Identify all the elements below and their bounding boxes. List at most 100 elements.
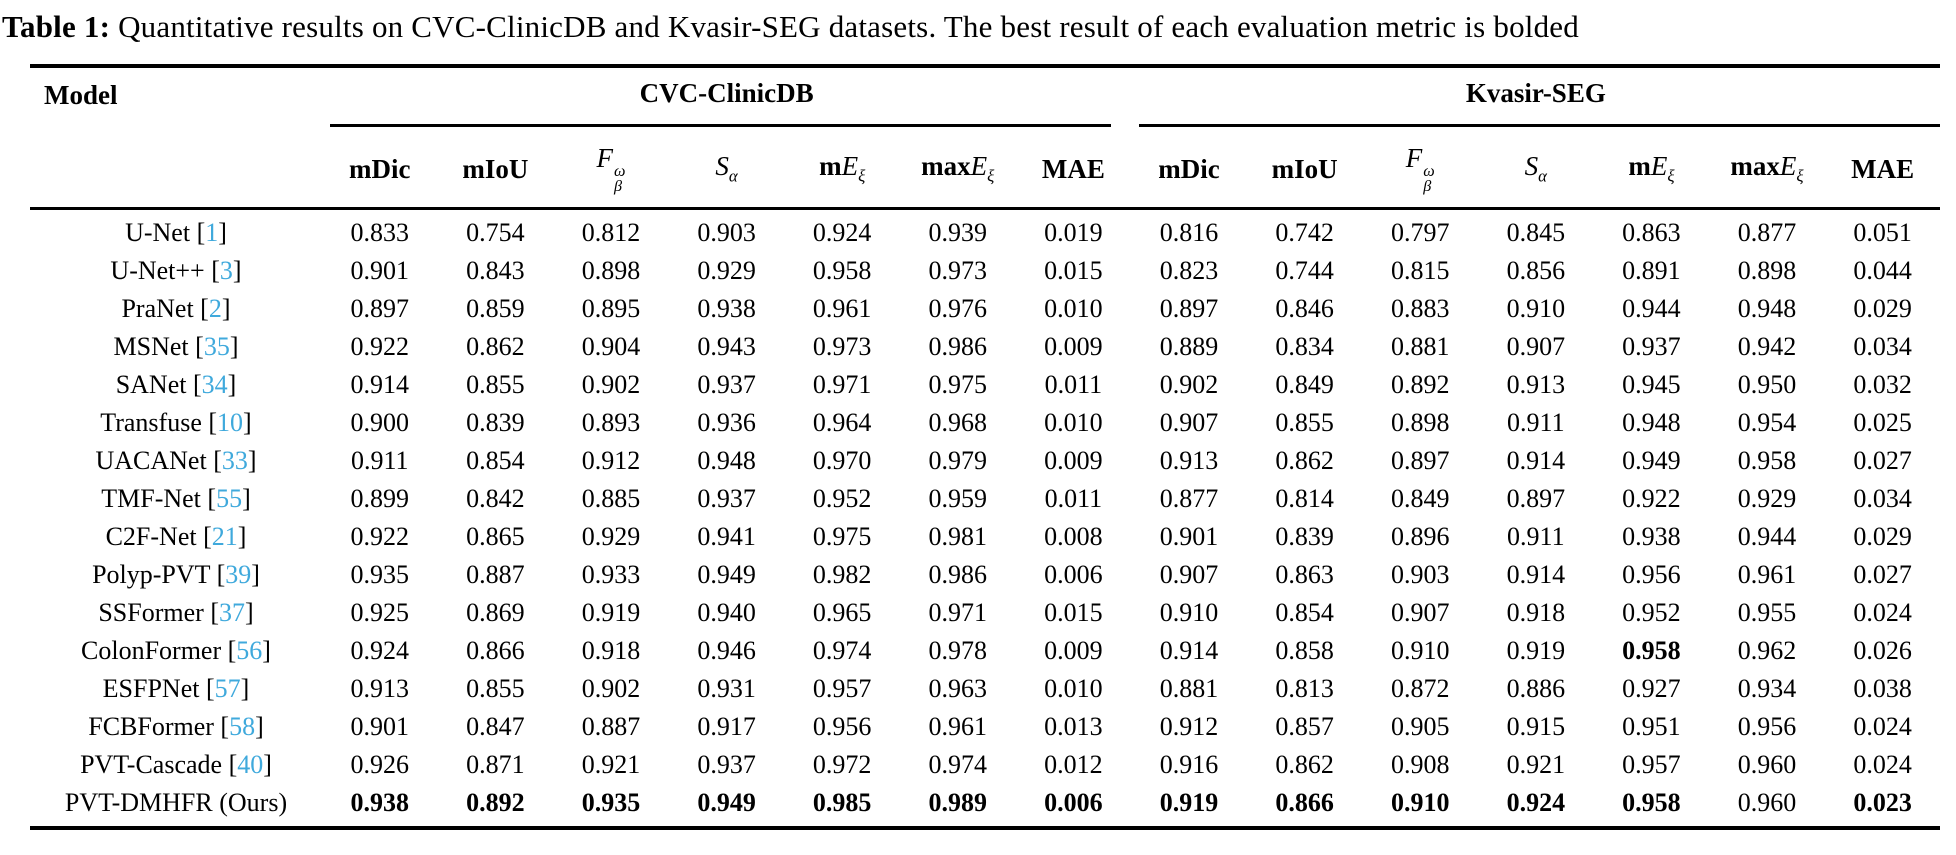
metric-cell: 0.009 xyxy=(1044,331,1103,361)
citation-ref[interactable]: 1 xyxy=(205,217,219,247)
metric-cell: 0.010 xyxy=(1044,407,1103,437)
metric-cell: 0.812 xyxy=(581,217,641,247)
metric-cell: 0.914 xyxy=(350,369,410,399)
metric-cell: 0.972 xyxy=(812,749,872,779)
metric-cell: 0.973 xyxy=(812,331,872,361)
metric-cell: 0.051 xyxy=(1853,217,1912,247)
metric-header-mae: MAE xyxy=(1824,127,1941,210)
metric-cell: 0.950 xyxy=(1737,369,1797,399)
metric-cell: 0.922 xyxy=(350,521,410,551)
metric-cell: 0.948 xyxy=(697,445,756,475)
metric-cell: 0.921 xyxy=(1506,749,1566,779)
metric-cell: 0.902 xyxy=(581,673,641,703)
metric-cell: 0.754 xyxy=(466,217,525,247)
metric-cell: 0.935 xyxy=(581,787,641,817)
metric-cell: 0.957 xyxy=(1622,749,1681,779)
metric-cell: 0.901 xyxy=(1159,521,1219,551)
metric-cell: 0.866 xyxy=(466,635,525,665)
citation-ref[interactable]: 2 xyxy=(208,293,222,323)
metric-cell: 0.897 xyxy=(1390,445,1450,475)
citation-ref[interactable]: 37 xyxy=(218,597,245,627)
metric-cell: 0.034 xyxy=(1853,331,1912,361)
metric-cell: 0.854 xyxy=(466,445,525,475)
header-group-row: Model CVC-ClinicDB Kvasir-SEG xyxy=(30,66,1941,210)
model-cell: ColonFormer [56] xyxy=(81,635,271,665)
metric-cell: 0.946 xyxy=(697,635,756,665)
citation-ref[interactable]: 40 xyxy=(237,749,264,779)
model-cell: PraNet [2] xyxy=(121,293,231,323)
metric-cell: 0.948 xyxy=(1622,407,1681,437)
metric-cell: 0.919 xyxy=(581,597,641,627)
table-row: FCBFormer [58] 0.901 0.847 0.887 0.917 0.956 0… xyxy=(30,708,1940,746)
metric-cell: 0.938 xyxy=(697,293,756,323)
model-name: Transfuse xyxy=(100,407,202,437)
table-row: SANet [34] 0.914 0.855 0.902 0.937 0.971 0.975… xyxy=(30,366,1940,404)
metric-cell: 0.918 xyxy=(1506,597,1566,627)
citation-ref[interactable]: 55 xyxy=(216,483,243,513)
metric-cell: 0.961 xyxy=(812,293,872,323)
citation-ref[interactable]: 10 xyxy=(217,407,244,437)
metric-header-miou: mIoU xyxy=(437,127,554,210)
metric-cell: 0.989 xyxy=(928,787,988,817)
caption-label: Table 1: xyxy=(2,9,111,44)
metric-cell: 0.970 xyxy=(812,445,872,475)
citation-ref[interactable]: 39 xyxy=(225,559,252,589)
metric-cell: 0.914 xyxy=(1506,559,1566,589)
metric-cell: 0.872 xyxy=(1390,673,1450,703)
metric-cell: 0.912 xyxy=(1159,711,1219,741)
metric-cell: 0.924 xyxy=(812,217,872,247)
metric-cell: 0.936 xyxy=(697,407,756,437)
model-cell: TMF-Net [55] xyxy=(101,483,251,513)
metric-cell: 0.847 xyxy=(466,711,525,741)
metric-cell: 0.815 xyxy=(1390,255,1450,285)
metric-cell: 0.856 xyxy=(1506,255,1566,285)
metric-header-maxe: maxEξ xyxy=(1709,127,1825,210)
metric-cell: 0.937 xyxy=(1622,331,1681,361)
citation-ref[interactable]: 34 xyxy=(201,369,228,399)
citation-ref[interactable]: 33 xyxy=(221,445,248,475)
citation-ref[interactable]: 35 xyxy=(203,331,230,361)
citation-ref[interactable]: 3 xyxy=(219,255,233,285)
table-row: TMF-Net [55] 0.899 0.842 0.885 0.937 0.952 0.9… xyxy=(30,480,1940,518)
metric-cell: 0.965 xyxy=(812,597,872,627)
metric-cell: 0.833 xyxy=(350,217,410,247)
metric-cell: 0.887 xyxy=(466,559,525,589)
citation-ref[interactable]: 57 xyxy=(214,673,241,703)
metric-cell: 0.973 xyxy=(928,255,988,285)
metric-cell: 0.877 xyxy=(1737,217,1797,247)
metric-cell: 0.849 xyxy=(1390,483,1450,513)
table-body: U-Net [1] 0.833 0.754 0.812 0.903 0.924 0.939 0… xyxy=(30,208,1940,828)
metric-cell: 0.949 xyxy=(697,559,756,589)
metric-cell: 0.885 xyxy=(581,483,641,513)
metric-cell: 0.968 xyxy=(928,407,988,437)
citation-ref[interactable]: 58 xyxy=(229,711,256,741)
metric-cell: 0.006 xyxy=(1044,559,1103,589)
metric-cell: 0.910 xyxy=(1390,787,1450,817)
math-letter: E xyxy=(1650,151,1668,182)
citation-ref[interactable]: 21 xyxy=(211,521,238,551)
metric-cell: 0.834 xyxy=(1275,331,1334,361)
citation-ref[interactable]: 56 xyxy=(236,635,263,665)
math-letter: E xyxy=(841,151,859,182)
metric-cell: 0.954 xyxy=(1737,407,1797,437)
model-cell: Polyp-PVT [39] xyxy=(92,559,260,589)
metric-cell: 0.892 xyxy=(1390,369,1450,399)
metric-header-miou: mIoU xyxy=(1246,127,1363,210)
metric-cell: 0.011 xyxy=(1044,369,1103,399)
metric-cell: 0.961 xyxy=(1737,559,1797,589)
metric-cell: 0.897 xyxy=(350,293,410,323)
metric-cell: 0.935 xyxy=(350,559,410,589)
model-cell: PVT-Cascade [40] xyxy=(80,749,272,779)
metric-cell: 0.949 xyxy=(1622,445,1681,475)
metric-cell: 0.958 xyxy=(812,255,872,285)
metric-cell: 0.943 xyxy=(697,331,756,361)
document-page: Table 1: Quantitative results on CVC-Cli… xyxy=(0,6,1956,830)
metric-cell: 0.854 xyxy=(1275,597,1334,627)
metric-header-salpha: Sα xyxy=(668,127,785,210)
model-name: FCBFormer xyxy=(88,711,214,741)
metric-cell: 0.839 xyxy=(466,407,525,437)
metric-cell: 0.926 xyxy=(350,749,410,779)
metric-cell: 0.871 xyxy=(466,749,525,779)
